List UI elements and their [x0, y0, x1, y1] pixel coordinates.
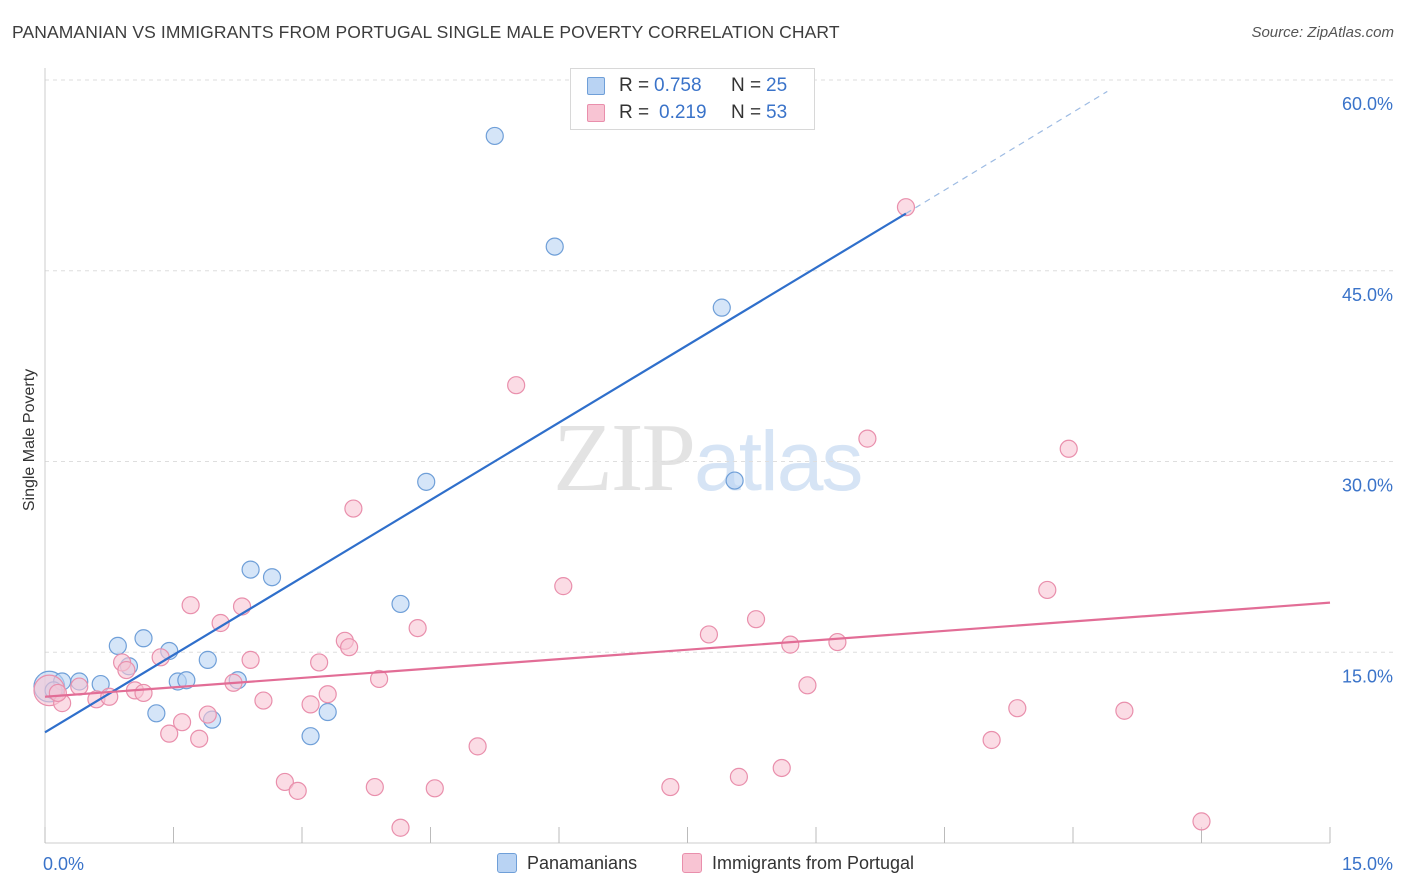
legend-swatch-pink: [682, 853, 702, 873]
x-tick-label: 15.0%: [1342, 854, 1393, 874]
source-label: Source: ZipAtlas.com: [1251, 24, 1394, 41]
portugal-point: [1038, 580, 1057, 600]
portugal-point: [468, 737, 487, 756]
y-tick-label: 45.0%: [1342, 285, 1393, 305]
data-points: [33, 126, 1211, 837]
portugal-point: [254, 691, 273, 710]
portugal-point: [198, 705, 217, 724]
portugal-point: [288, 781, 307, 800]
legend-n-value: 53: [766, 102, 788, 123]
legend-series-label: Panamanians: [527, 853, 638, 873]
trend-lines: [44, 90, 1331, 734]
portugal-point: [365, 777, 384, 797]
portugal-point: [275, 772, 294, 792]
panamanian-point: [485, 126, 504, 146]
portugal-point: [772, 758, 791, 778]
y-tick-label: 60.0%: [1342, 94, 1393, 114]
portugal-trend-line: [44, 601, 1331, 698]
y-tick-label: 30.0%: [1342, 476, 1393, 496]
panamanian-point: [241, 560, 260, 579]
portugal-point: [48, 683, 67, 703]
panamanian-point: [198, 650, 217, 669]
portugal-point: [408, 618, 427, 638]
panamanian-point: [177, 671, 196, 690]
portugal-point: [425, 779, 444, 798]
chart-title: PANAMANIAN VS IMMIGRANTS FROM PORTUGAL S…: [12, 22, 840, 42]
tick-labels: 15.0% 30.0% 45.0% 60.0% 0.0% 15.0%: [43, 94, 1393, 874]
portugal-point: [699, 625, 719, 644]
portugal-point: [746, 610, 766, 629]
legend-r-label: R =: [619, 102, 650, 123]
portugal-point: [1059, 439, 1078, 458]
y-tick-label: 15.0%: [1342, 666, 1393, 686]
legend-series-label: Immigrants from Portugal: [712, 853, 915, 873]
panamanian-trend-line: [44, 212, 907, 734]
y-axis-label-container: Single Male Poverty: [10, 320, 50, 560]
portugal-point: [1115, 701, 1134, 720]
portugal-point: [661, 777, 680, 797]
portugal-point: [70, 677, 89, 696]
portugal-point: [211, 613, 230, 633]
portugal-point: [301, 695, 320, 714]
legend-r-value: 0.219: [659, 102, 707, 123]
y-axis-label: Single Male Poverty: [21, 368, 38, 512]
panamanian-point: [725, 471, 744, 490]
legend-n-label: N =: [731, 75, 762, 96]
panamanian-point: [545, 237, 564, 256]
portugal-point: [982, 730, 1001, 750]
portugal-point: [858, 429, 877, 448]
portugal-point: [729, 767, 749, 786]
portugal-point: [507, 376, 526, 395]
portugal-point: [370, 669, 389, 689]
legend-r-value: 0.758: [654, 75, 702, 96]
portugal-point: [344, 499, 363, 518]
panamanian-point: [391, 594, 410, 614]
portugal-point: [1008, 699, 1027, 718]
panamanian-point: [262, 568, 282, 587]
panamanian-point: [147, 704, 166, 723]
portugal-point: [160, 724, 179, 743]
correlation-legend: R = 0.758 N = 25 R = 0.219 N = 53: [570, 68, 815, 130]
portugal-point: [781, 635, 800, 654]
x-tick-label: 0.0%: [43, 854, 84, 874]
legend-n-label: N =: [731, 102, 762, 123]
panamanian-point: [712, 298, 731, 317]
legend-swatch-blue: [497, 853, 517, 873]
panamanian-point: [301, 727, 320, 746]
panamanian-point: [417, 472, 436, 491]
legend-swatch-pink: [587, 104, 605, 122]
portugal-point: [134, 683, 153, 703]
legend-n-value: 25: [766, 75, 788, 96]
portugal-point: [117, 660, 136, 680]
portugal-point: [310, 653, 329, 672]
portugal-point: [828, 632, 847, 652]
portugal-point: [554, 577, 573, 596]
panamanian-point: [108, 636, 127, 655]
portugal-point: [172, 713, 192, 732]
panamanian-trend-extension: [905, 90, 1108, 215]
panamanian-point: [318, 702, 337, 722]
legend-swatch-blue: [587, 77, 605, 95]
portugal-point: [340, 638, 359, 657]
axes: [44, 68, 1331, 844]
portugal-point: [798, 676, 817, 695]
portugal-point: [190, 729, 209, 748]
portugal-point: [181, 596, 200, 615]
portugal-point: [391, 818, 410, 837]
portugal-point: [241, 650, 260, 669]
portugal-point: [318, 685, 337, 704]
panamanian-point: [134, 629, 153, 648]
portugal-point: [1192, 812, 1211, 831]
legend-r-label: R =: [619, 75, 650, 96]
